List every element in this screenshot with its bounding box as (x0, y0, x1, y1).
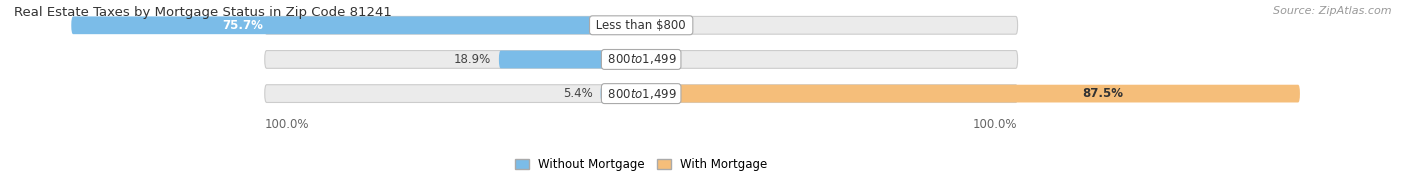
Text: $800 to $1,499: $800 to $1,499 (605, 53, 678, 66)
Text: 87.5%: 87.5% (1081, 87, 1123, 100)
Text: Source: ZipAtlas.com: Source: ZipAtlas.com (1274, 6, 1392, 16)
Text: $800 to $1,499: $800 to $1,499 (605, 87, 678, 101)
FancyBboxPatch shape (641, 85, 1301, 103)
Text: 100.0%: 100.0% (973, 118, 1018, 131)
FancyBboxPatch shape (72, 16, 641, 34)
Text: 75.7%: 75.7% (222, 19, 263, 32)
FancyBboxPatch shape (264, 85, 1018, 103)
FancyBboxPatch shape (264, 16, 1018, 34)
Text: 100.0%: 100.0% (264, 118, 309, 131)
Text: 0.0%: 0.0% (648, 19, 678, 32)
FancyBboxPatch shape (264, 51, 1018, 68)
Text: 0.0%: 0.0% (648, 53, 678, 66)
Text: 5.4%: 5.4% (564, 87, 593, 100)
FancyBboxPatch shape (499, 51, 641, 68)
Text: Less than $800: Less than $800 (592, 19, 690, 32)
Text: 18.9%: 18.9% (454, 53, 491, 66)
FancyBboxPatch shape (600, 85, 641, 103)
Legend: Without Mortgage, With Mortgage: Without Mortgage, With Mortgage (510, 153, 772, 175)
Text: Real Estate Taxes by Mortgage Status in Zip Code 81241: Real Estate Taxes by Mortgage Status in … (14, 6, 392, 19)
